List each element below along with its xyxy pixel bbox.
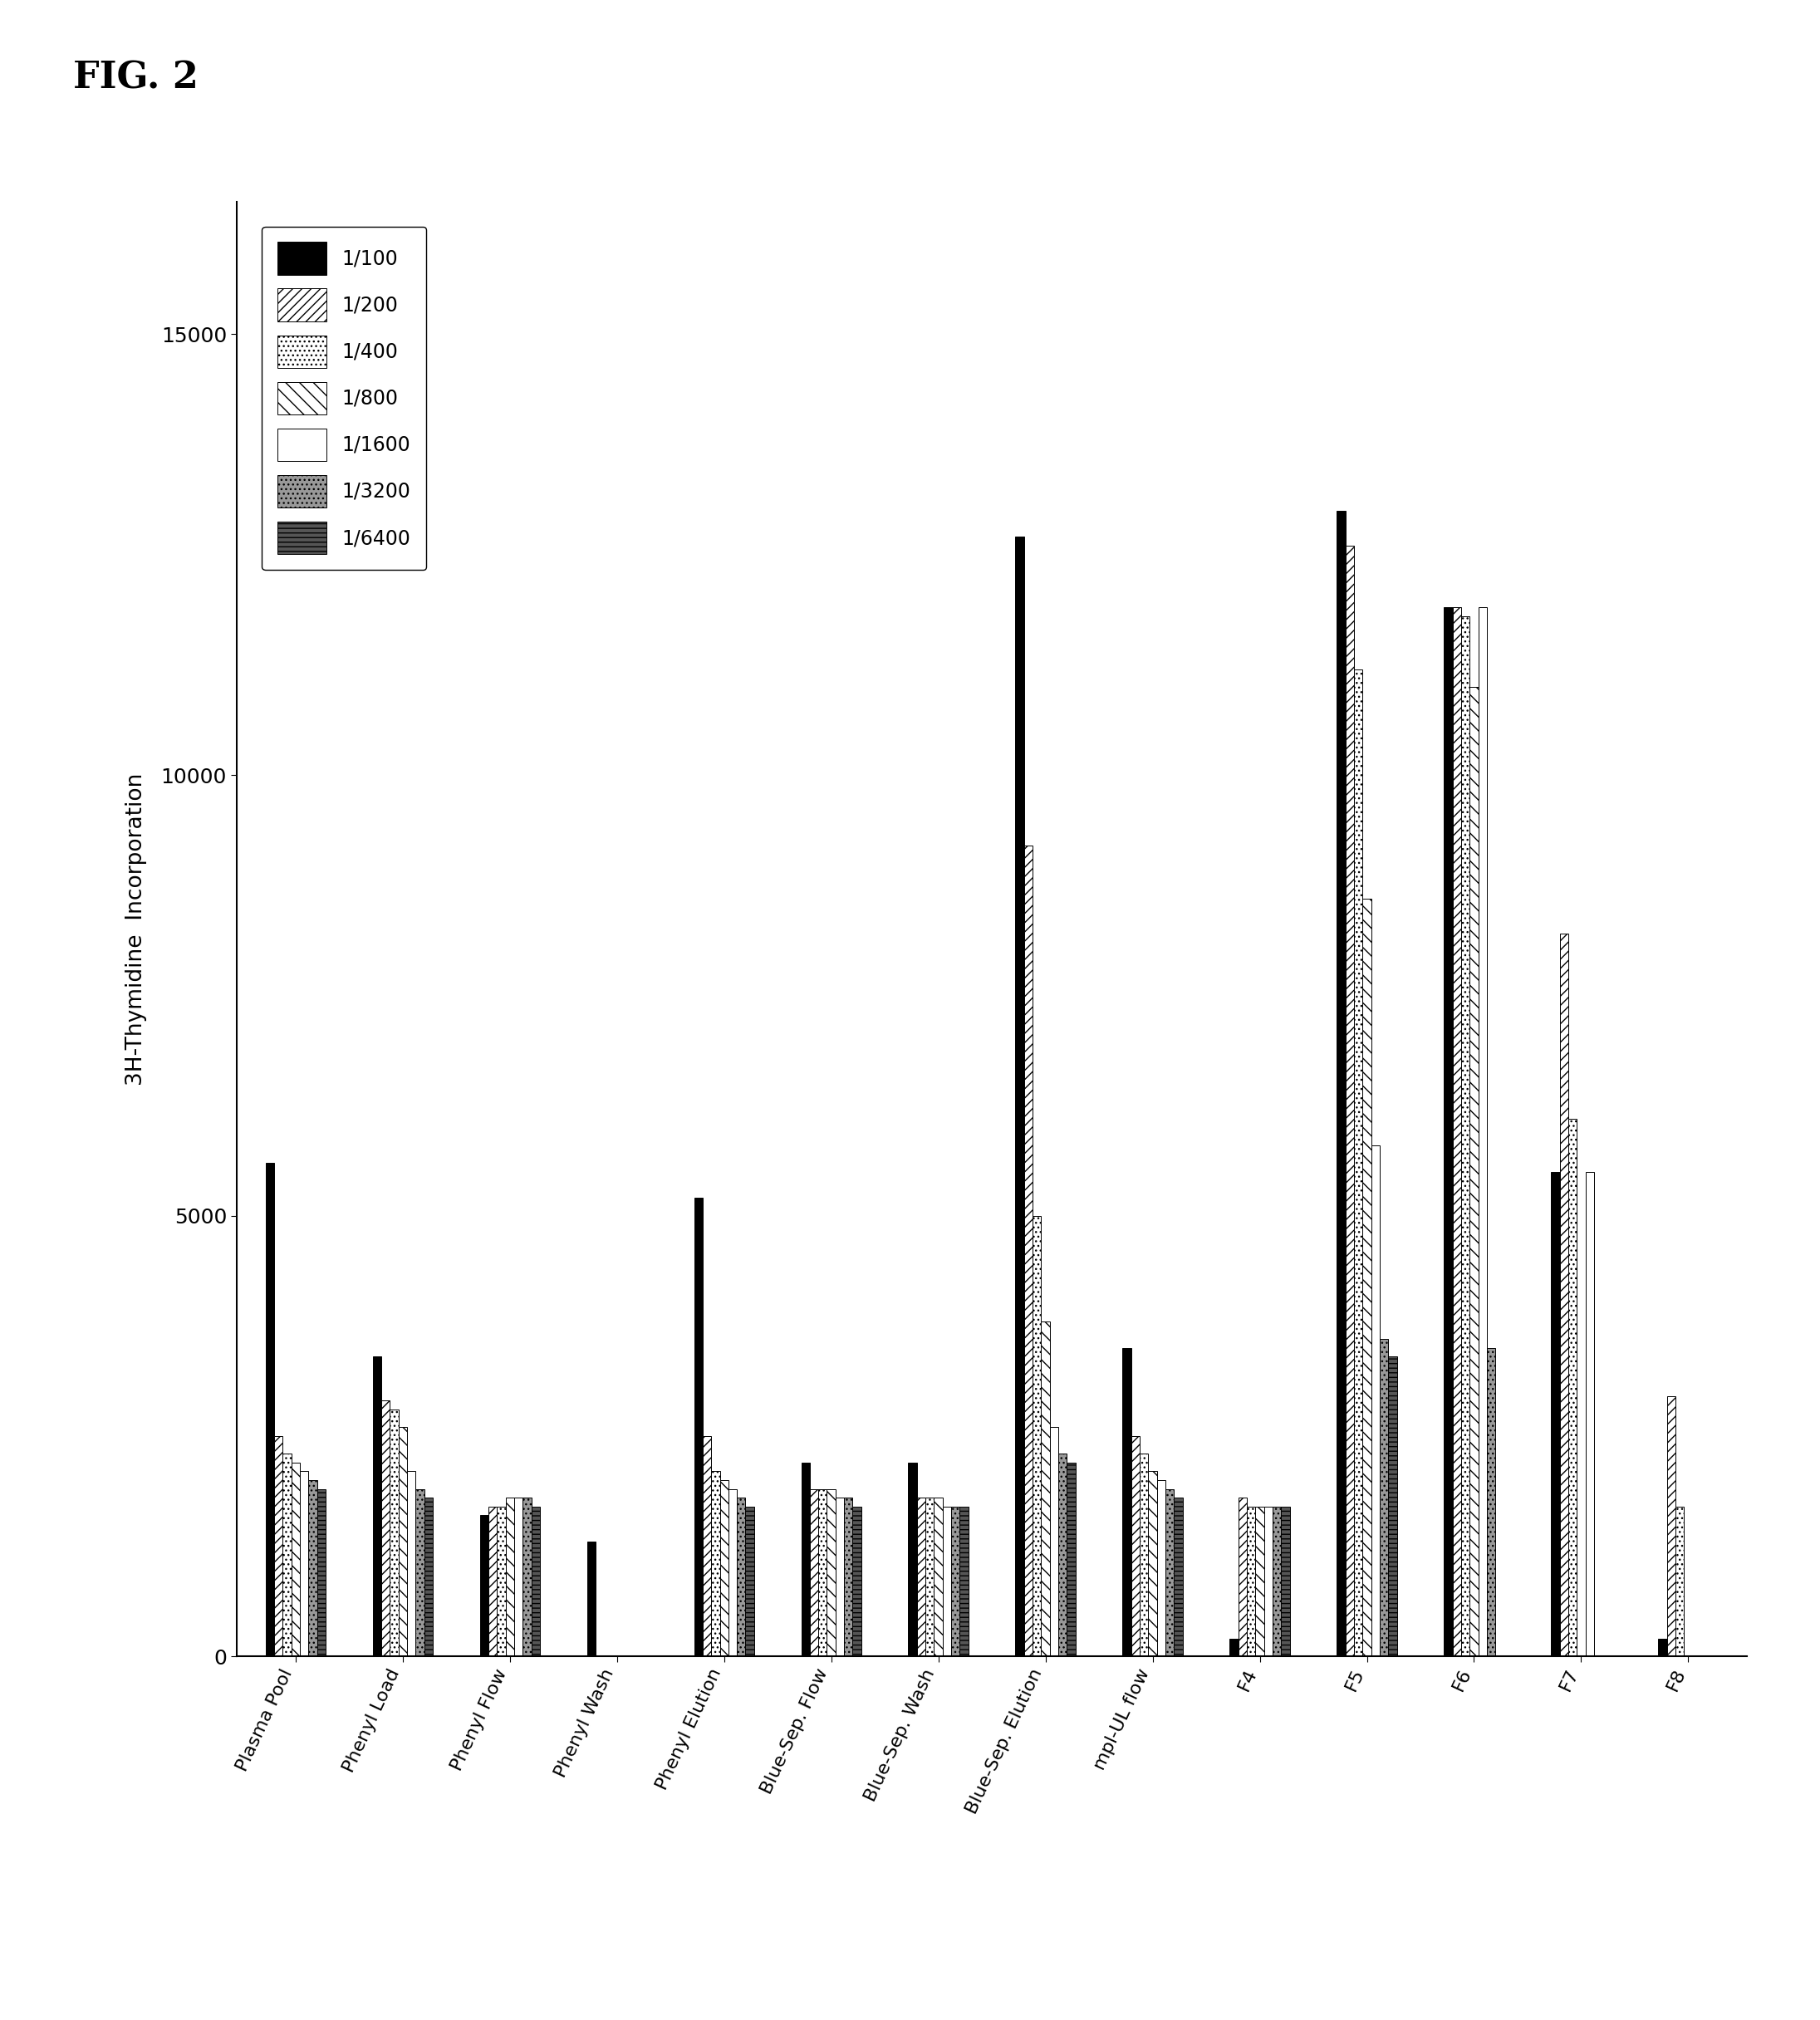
Text: FIG. 2: FIG. 2 [73, 61, 198, 97]
Bar [852, 1507, 861, 1656]
Bar [1057, 1454, 1067, 1656]
Bar [1132, 1436, 1139, 1656]
Bar [737, 1497, 746, 1656]
Bar [952, 1507, 959, 1656]
Bar [1585, 1172, 1594, 1656]
Bar [1363, 899, 1370, 1656]
Bar [282, 1454, 291, 1656]
Bar [1158, 1481, 1165, 1656]
Bar [531, 1507, 541, 1656]
Bar [1067, 1462, 1076, 1656]
Bar [712, 1471, 719, 1656]
Bar [1041, 1321, 1050, 1656]
Bar [1569, 1119, 1576, 1656]
Bar [1165, 1489, 1174, 1656]
Bar [1174, 1497, 1183, 1656]
Bar [746, 1507, 753, 1656]
Bar [1461, 616, 1471, 1656]
Bar [506, 1497, 513, 1656]
Bar [300, 1471, 308, 1656]
Bar [1560, 933, 1569, 1656]
Bar [1354, 669, 1363, 1656]
Bar [1148, 1471, 1158, 1656]
Bar [488, 1507, 497, 1656]
Bar [728, 1489, 737, 1656]
Bar [522, 1497, 531, 1656]
Bar [1256, 1507, 1265, 1656]
Bar [826, 1489, 835, 1656]
Bar [1487, 1347, 1496, 1656]
Bar [389, 1410, 399, 1656]
Bar [1667, 1396, 1676, 1656]
Bar [513, 1497, 522, 1656]
Bar [1032, 1216, 1041, 1656]
Legend: 1/100, 1/200, 1/400, 1/800, 1/1600, 1/3200, 1/6400: 1/100, 1/200, 1/400, 1/800, 1/1600, 1/32… [262, 226, 426, 570]
Bar [719, 1481, 728, 1656]
Bar [266, 1164, 275, 1656]
Bar [1139, 1454, 1148, 1656]
Bar [275, 1436, 282, 1656]
Bar [835, 1497, 844, 1656]
Bar [1658, 1638, 1667, 1656]
Bar [934, 1497, 943, 1656]
Bar [1265, 1507, 1272, 1656]
Bar [308, 1481, 317, 1656]
Bar [1551, 1172, 1560, 1656]
Bar [1370, 1145, 1380, 1656]
Bar [1452, 608, 1461, 1656]
Bar [1281, 1507, 1290, 1656]
Bar [1471, 687, 1478, 1656]
Bar [1016, 537, 1025, 1656]
Bar [703, 1436, 712, 1656]
Bar [844, 1497, 852, 1656]
Bar [586, 1541, 595, 1656]
Bar [1345, 545, 1354, 1656]
Bar [801, 1462, 810, 1656]
Bar [819, 1489, 826, 1656]
Bar [1230, 1638, 1238, 1656]
Bar [380, 1400, 389, 1656]
Bar [1338, 511, 1345, 1656]
Bar [415, 1489, 424, 1656]
Bar [1123, 1347, 1132, 1656]
Bar [1272, 1507, 1281, 1656]
Bar [1478, 608, 1487, 1656]
Bar [1676, 1507, 1684, 1656]
Bar [424, 1497, 433, 1656]
Bar [373, 1357, 380, 1656]
Bar [399, 1428, 408, 1656]
Bar [908, 1462, 917, 1656]
Bar [317, 1489, 326, 1656]
Bar [408, 1471, 415, 1656]
Bar [480, 1515, 488, 1656]
Bar [917, 1497, 926, 1656]
Bar [1443, 608, 1452, 1656]
Bar [291, 1462, 300, 1656]
Bar [943, 1507, 952, 1656]
Bar [497, 1507, 506, 1656]
Bar [1389, 1357, 1398, 1656]
Bar [1238, 1497, 1247, 1656]
Bar [1025, 846, 1032, 1656]
Bar [959, 1507, 968, 1656]
Bar [1380, 1339, 1389, 1656]
Bar [1247, 1507, 1256, 1656]
Y-axis label: 3H-Thymidine  Incorporation: 3H-Thymidine Incorporation [126, 774, 147, 1085]
Bar [926, 1497, 934, 1656]
Bar [1050, 1428, 1057, 1656]
Bar [810, 1489, 819, 1656]
Bar [693, 1198, 703, 1656]
